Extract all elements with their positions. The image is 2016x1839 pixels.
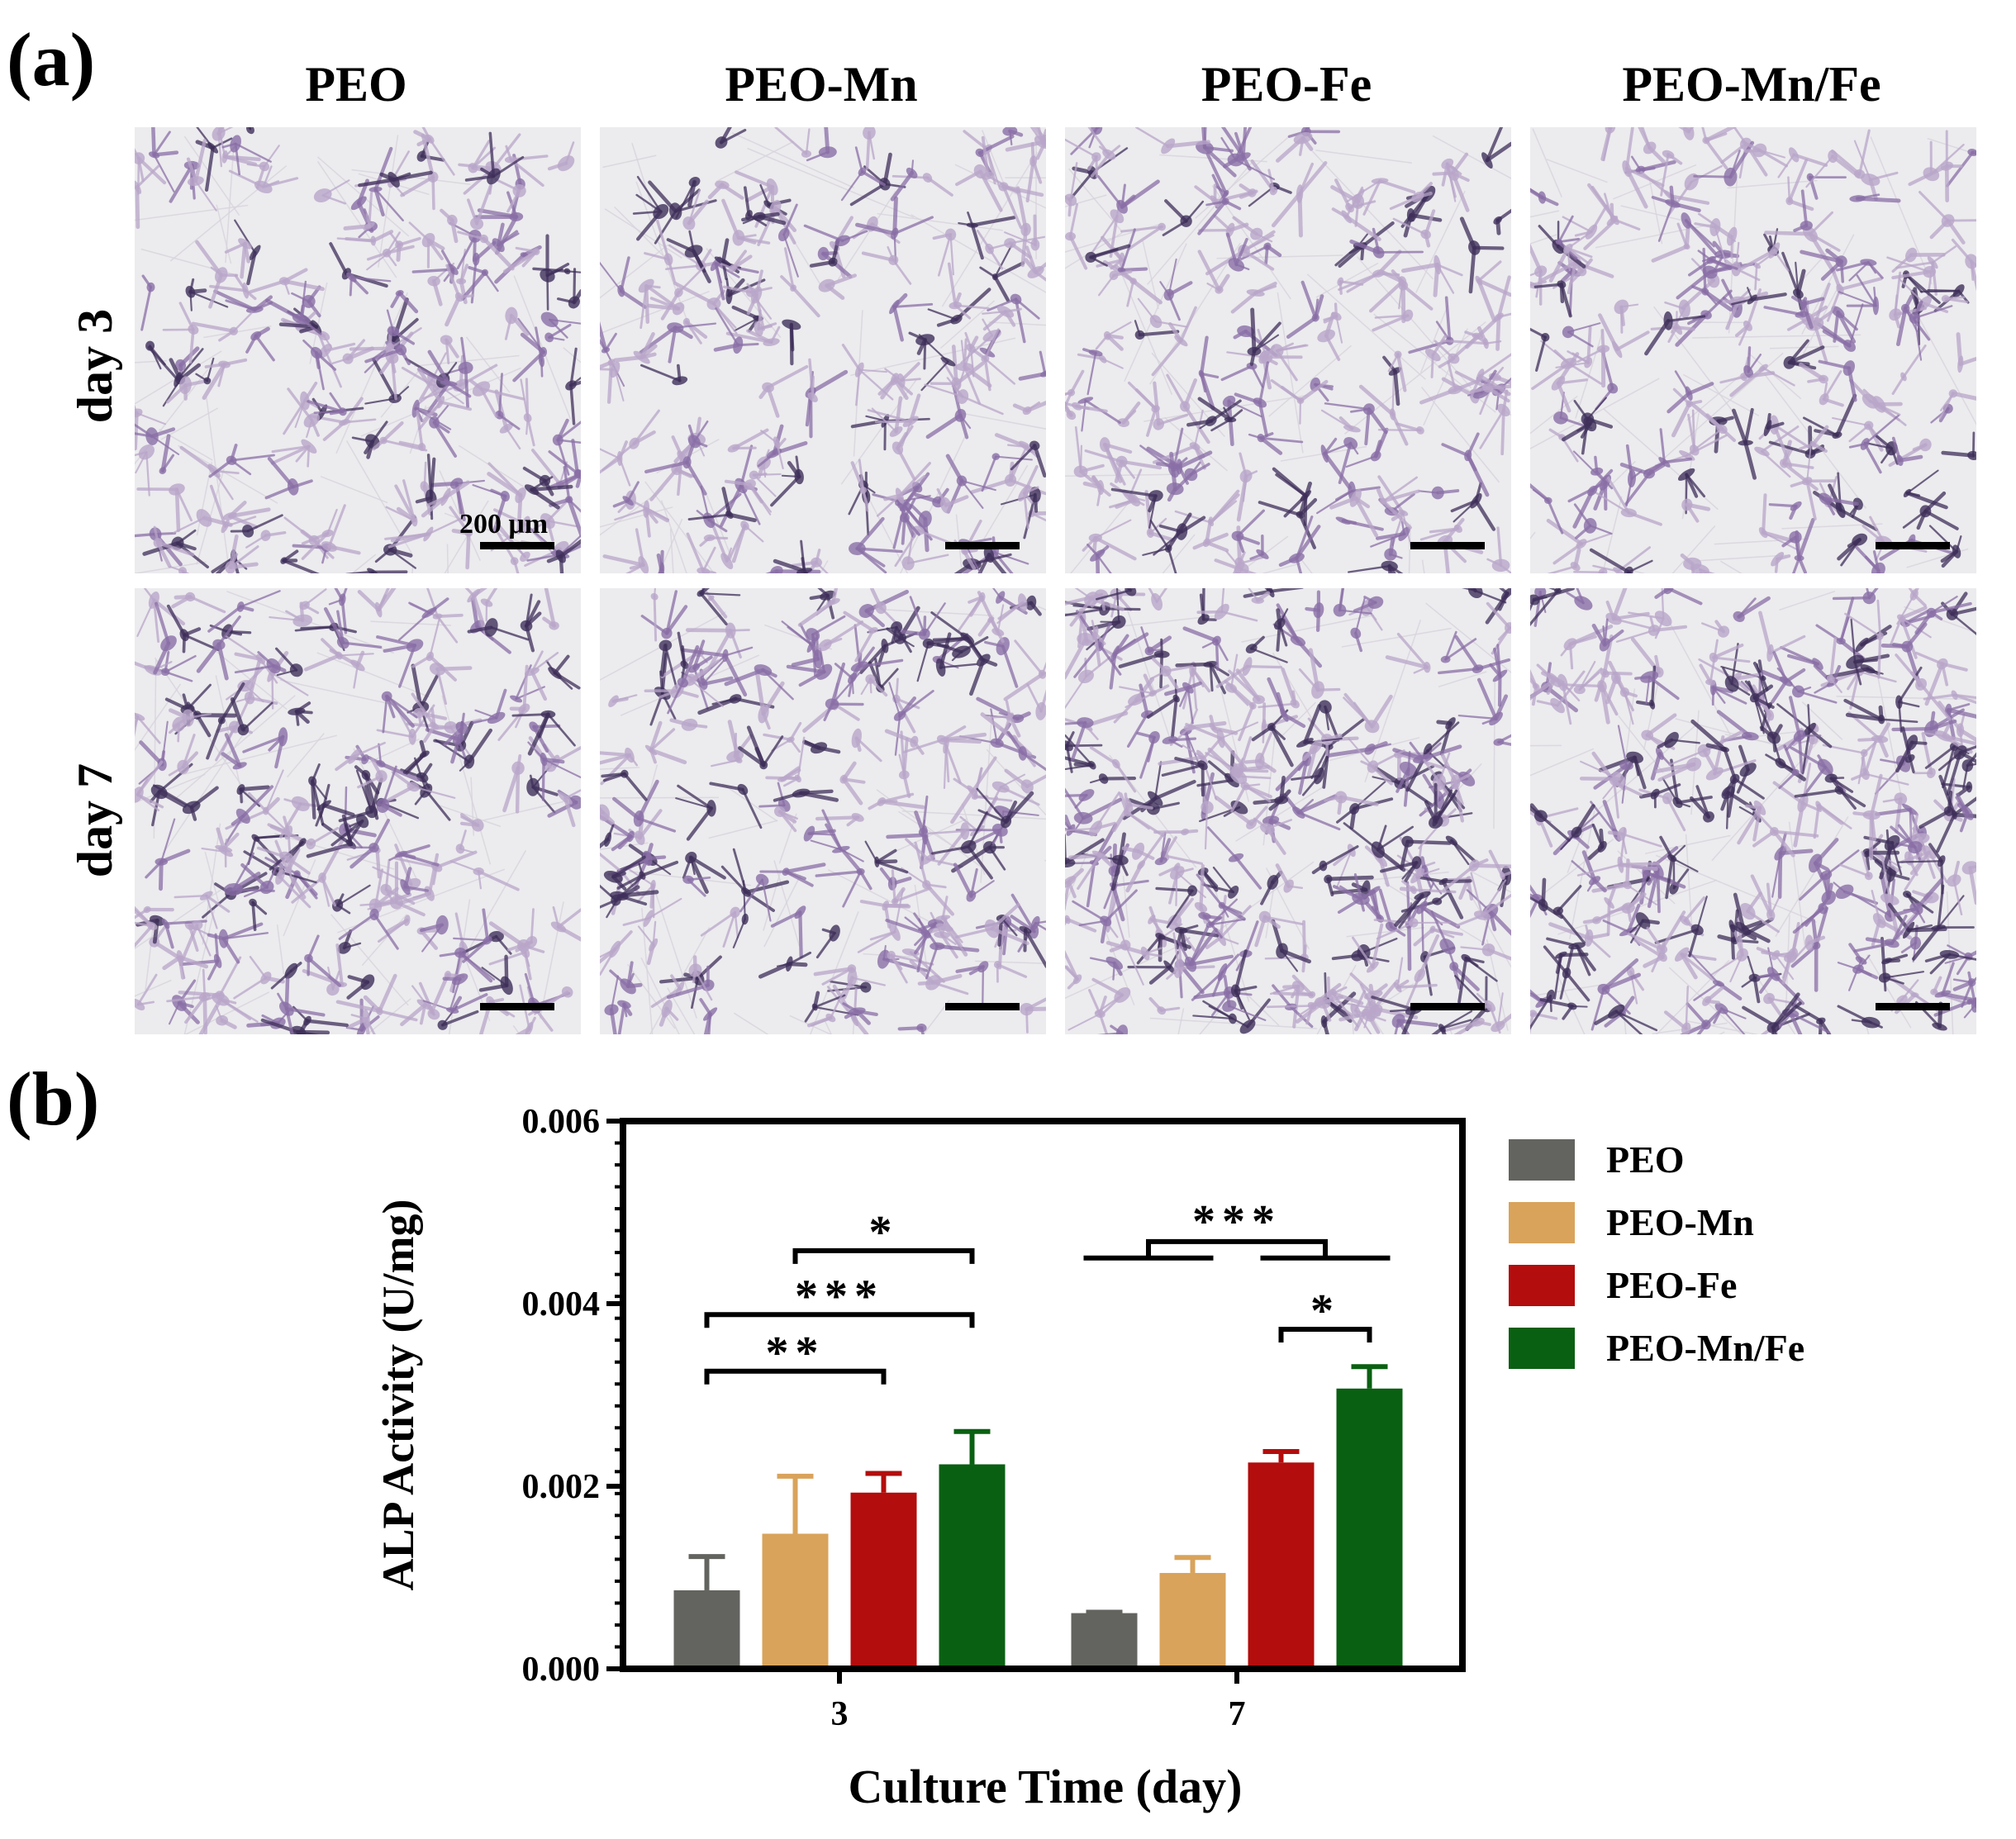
bar-peo-mn-day-7 <box>1159 1572 1226 1669</box>
bar-peo-day-7 <box>1071 1613 1138 1669</box>
significance-label: ** <box>766 1328 825 1379</box>
group-significance-label: *** <box>1192 1196 1281 1247</box>
bar-peo-day-3 <box>673 1590 740 1669</box>
micrograph-peo-mn-fe-day-3 <box>1530 127 1976 573</box>
significance-bracket <box>1278 1326 1372 1342</box>
scale-bar-label: 200 μm <box>459 509 549 539</box>
y-tick-label: 0.006 <box>522 1103 601 1141</box>
significance-label: * <box>869 1207 899 1258</box>
y-axis-label: ALP Activity (U/mg) <box>373 1200 423 1591</box>
micrograph-peo-mn-day-3 <box>600 127 1046 573</box>
panel-a-label: (a) <box>7 17 96 102</box>
legend-label-peo-mn: PEO-Mn <box>1606 1201 1754 1243</box>
significance-label: * <box>1310 1285 1340 1337</box>
micrograph-peo-mn-fe-day-7 <box>1530 588 1976 1034</box>
legend-swatch-peo-mn-fe <box>1509 1328 1575 1369</box>
bar-peo-mn-fe-day-3 <box>939 1464 1006 1669</box>
column-header-peo-mn: PEO-Mn <box>725 57 918 112</box>
row-header-day-3: day 3 <box>68 308 122 424</box>
scale-bar <box>945 1003 1020 1010</box>
column-header-peo: PEO <box>305 57 407 112</box>
significance-bracket <box>704 1312 975 1328</box>
micrograph-peo-day-7 <box>135 588 581 1034</box>
bar-peo-fe-day-3 <box>850 1492 917 1669</box>
legend-label-peo-fe: PEO-Fe <box>1606 1264 1737 1306</box>
column-header-peo-mn-fe: PEO-Mn/Fe <box>1622 57 1881 112</box>
scale-bar <box>945 542 1020 549</box>
x-tick-label: 7 <box>1229 1695 1246 1733</box>
legend-swatch-peo-mn <box>1509 1202 1575 1243</box>
micrograph-peo-fe-day-3 <box>1065 127 1511 573</box>
scale-bar <box>1876 542 1950 549</box>
scale-bar <box>480 1003 554 1010</box>
x-tick-label: 3 <box>831 1695 849 1733</box>
scale-bar <box>1410 1003 1485 1010</box>
plot-frame <box>620 1118 1466 1672</box>
bar-peo-mn-fe-day-7 <box>1336 1388 1403 1669</box>
panel-b-label: (b) <box>7 1057 100 1141</box>
y-tick-label: 0.004 <box>522 1285 601 1323</box>
micrograph-peo-mn-day-7 <box>600 588 1046 1034</box>
group-significance-bracket <box>1146 1238 1328 1258</box>
y-tick-label: 0.000 <box>522 1651 601 1689</box>
bar-peo-mn-day-3 <box>762 1533 829 1669</box>
scale-bar <box>1410 542 1485 549</box>
significance-bracket <box>792 1247 975 1264</box>
bar-peo-fe-day-7 <box>1248 1462 1315 1669</box>
row-header-day-7: day 7 <box>68 763 122 878</box>
x-axis-label: Culture Time (day) <box>849 1760 1243 1813</box>
micrograph-peo-day-3: 200 μm <box>135 127 581 573</box>
significance-label: *** <box>795 1271 884 1322</box>
scale-bar <box>1876 1003 1950 1010</box>
micrograph-peo-fe-day-7 <box>1065 588 1511 1034</box>
y-tick-label: 0.002 <box>522 1468 601 1506</box>
scale-bar <box>480 542 554 549</box>
legend-label-peo: PEO <box>1606 1138 1685 1181</box>
column-header-peo-fe: PEO-Fe <box>1201 57 1372 112</box>
significance-bracket <box>704 1368 887 1385</box>
legend-swatch-peo-fe <box>1509 1265 1575 1306</box>
legend-swatch-peo <box>1509 1139 1575 1181</box>
legend-label-peo-mn-fe: PEO-Mn/Fe <box>1606 1327 1804 1369</box>
